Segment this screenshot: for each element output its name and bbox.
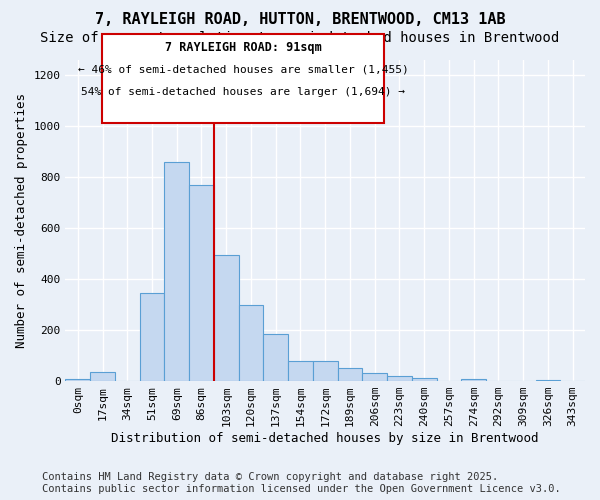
Bar (461, 378, 486, 381)
Bar (239, 304, 263, 381)
Bar (412, 378, 437, 381)
Text: 7 RAYLEIGH ROAD: 91sqm: 7 RAYLEIGH ROAD: 91sqm (164, 41, 322, 54)
Text: Size of property relative to semi-detached houses in Brentwood: Size of property relative to semi-detach… (40, 31, 560, 45)
Bar (214, 255, 239, 381)
Text: Contains HM Land Registry data © Crown copyright and database right 2025.
Contai: Contains HM Land Registry data © Crown c… (42, 472, 561, 494)
Bar (536, 380, 560, 381)
Text: 54% of semi-detached houses are larger (1,694) →: 54% of semi-detached houses are larger (… (81, 88, 405, 98)
Bar (263, 334, 288, 381)
Text: ← 46% of semi-detached houses are smaller (1,455): ← 46% of semi-detached houses are smalle… (77, 64, 409, 74)
Bar (164, 162, 189, 381)
Bar (313, 360, 338, 381)
Bar (387, 376, 412, 381)
Bar (362, 374, 387, 381)
Bar (65, 378, 90, 381)
Bar (140, 293, 164, 381)
X-axis label: Distribution of semi-detached houses by size in Brentwood: Distribution of semi-detached houses by … (112, 432, 539, 445)
Bar (338, 368, 362, 381)
Y-axis label: Number of semi-detached properties: Number of semi-detached properties (15, 93, 28, 348)
Text: 7, RAYLEIGH ROAD, HUTTON, BRENTWOOD, CM13 1AB: 7, RAYLEIGH ROAD, HUTTON, BRENTWOOD, CM1… (95, 12, 505, 28)
Bar (90, 372, 115, 381)
Bar (288, 360, 313, 381)
Bar (189, 185, 214, 381)
